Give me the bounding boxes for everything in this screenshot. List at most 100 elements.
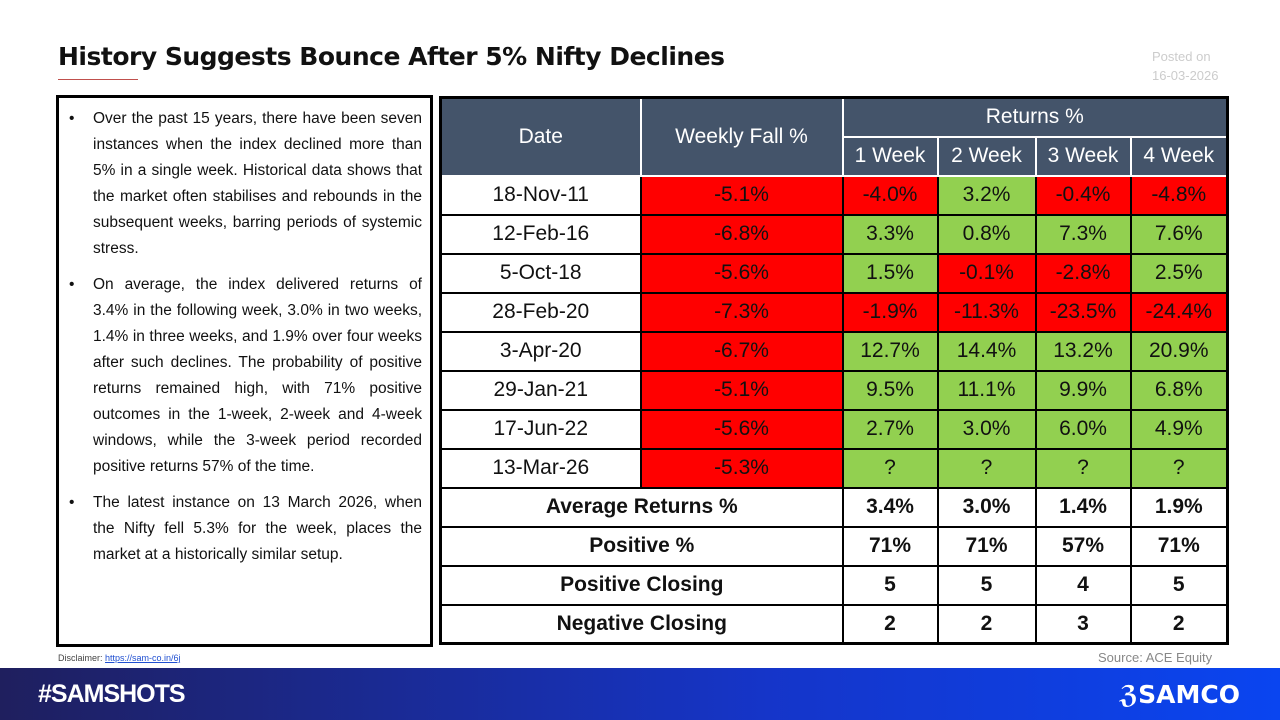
summary-row: Positive % 71% 71% 57% 71% <box>439 525 1229 567</box>
weekly-fall-cell: -5.1% <box>639 174 844 216</box>
return-cell: ? <box>1034 447 1132 489</box>
return-cell: 7.6% <box>1129 213 1229 255</box>
date-cell: 28-Feb-20 <box>439 291 642 333</box>
date-cell: 13-Mar-26 <box>439 447 642 489</box>
commentary-box: Over the past 15 years, there have been … <box>56 95 433 647</box>
summary-value: 1.4% <box>1034 486 1132 528</box>
summary-row: Average Returns % 3.4% 3.0% 1.4% 1.9% <box>439 486 1229 528</box>
summary-label: Positive Closing <box>439 564 844 606</box>
table-row: 29-Jan-21 -5.1% 9.5% 11.1% 9.9% 6.8% <box>439 369 1229 411</box>
samco-logo-icon: ℨ <box>1119 680 1139 709</box>
return-cell: 0.8% <box>936 213 1037 255</box>
bullet-point: On average, the index delivered returns … <box>67 272 422 480</box>
summary-value: 71% <box>1129 525 1229 567</box>
header-returns: Returns % <box>841 96 1229 138</box>
return-cell: -4.0% <box>841 174 939 216</box>
table-row: 28-Feb-20 -7.3% -1.9% -11.3% -23.5% -24.4% <box>439 291 1229 333</box>
hashtag: #SAMSHOTS <box>38 680 186 708</box>
header-4-week: 4 Week <box>1129 135 1229 177</box>
header-1-week: 1 Week <box>841 135 939 177</box>
header-3-week: 3 Week <box>1034 135 1132 177</box>
return-cell: -1.9% <box>841 291 939 333</box>
summary-value: 4 <box>1034 564 1132 606</box>
date-cell: 5-Oct-18 <box>439 252 642 294</box>
summary-value: 71% <box>841 525 939 567</box>
summary-label: Positive % <box>439 525 844 567</box>
weekly-fall-cell: -5.6% <box>639 408 844 450</box>
table-row: 13-Mar-26 -5.3%???? <box>439 447 1229 489</box>
return-cell: ? <box>1129 447 1229 489</box>
returns-table: Date Weekly Fall % Returns % 1 Week 2 We… <box>439 96 1229 645</box>
weekly-fall-cell: -5.1% <box>639 369 844 411</box>
samco-logo: ℨSAMCO <box>1119 680 1240 709</box>
return-cell: ? <box>841 447 939 489</box>
return-cell: -0.4% <box>1034 174 1132 216</box>
return-cell: ? <box>936 447 1037 489</box>
posted-label: Posted on <box>1152 49 1211 64</box>
page-title: History Suggests Bounce After 5% Nifty D… <box>58 42 725 71</box>
summary-value: 5 <box>1129 564 1229 606</box>
source-note: Source: ACE Equity <box>1098 650 1213 665</box>
table-row: 5-Oct-18 -5.6% 1.5% -0.1% -2.8% 2.5% <box>439 252 1229 294</box>
summary-value: 71% <box>936 525 1037 567</box>
summary-label: Negative Closing <box>439 603 844 645</box>
footer-banner: #SAMSHOTS ℨSAMCO <box>0 668 1280 720</box>
disclaimer: Disclaimer: https://sam-co.in/6j <box>58 653 181 663</box>
return-cell: 14.4% <box>936 330 1037 372</box>
date-cell: 17-Jun-22 <box>439 408 642 450</box>
summary-value: 57% <box>1034 525 1132 567</box>
return-cell: 9.5% <box>841 369 939 411</box>
return-cell: 3.3% <box>841 213 939 255</box>
return-cell: 9.9% <box>1034 369 1132 411</box>
header-weekly-fall: Weekly Fall % <box>639 96 844 177</box>
table-row: 18-Nov-11 -5.1% -4.0% 3.2% -0.4% -4.8% <box>439 174 1229 216</box>
bullet-point: The latest instance on 13 March 2026, wh… <box>67 490 422 568</box>
summary-row: Negative Closing 2 2 3 2 <box>439 603 1229 645</box>
posted-info: Posted on 16-03-2026 <box>1152 47 1219 85</box>
return-cell: 3.0% <box>936 408 1037 450</box>
disclaimer-label: Disclaimer: <box>58 653 103 663</box>
return-cell: 11.1% <box>936 369 1037 411</box>
date-cell: 12-Feb-16 <box>439 213 642 255</box>
return-cell: 3.2% <box>936 174 1037 216</box>
return-cell: -11.3% <box>936 291 1037 333</box>
summary-value: 5 <box>841 564 939 606</box>
return-cell: 12.7% <box>841 330 939 372</box>
table-row: 12-Feb-16 -6.8% 3.3% 0.8% 7.3% 7.6% <box>439 213 1229 255</box>
header-date: Date <box>439 96 642 177</box>
bullet-point: Over the past 15 years, there have been … <box>67 106 422 262</box>
return-cell: -4.8% <box>1129 174 1229 216</box>
table-row: 3-Apr-20 -6.7% 12.7% 14.4% 13.2% 20.9% <box>439 330 1229 372</box>
weekly-fall-cell: -5.3% <box>639 447 844 489</box>
return-cell: -0.1% <box>936 252 1037 294</box>
weekly-fall-cell: -5.6% <box>639 252 844 294</box>
return-cell: 6.8% <box>1129 369 1229 411</box>
return-cell: -24.4% <box>1129 291 1229 333</box>
date-cell: 29-Jan-21 <box>439 369 642 411</box>
return-cell: 2.5% <box>1129 252 1229 294</box>
summary-value: 2 <box>936 603 1037 645</box>
return-cell: -2.8% <box>1034 252 1132 294</box>
summary-value: 3.0% <box>936 486 1037 528</box>
return-cell: 13.2% <box>1034 330 1132 372</box>
weekly-fall-cell: -6.8% <box>639 213 844 255</box>
return-cell: 4.9% <box>1129 408 1229 450</box>
weekly-fall-cell: -7.3% <box>639 291 844 333</box>
date-cell: 3-Apr-20 <box>439 330 642 372</box>
return-cell: 1.5% <box>841 252 939 294</box>
title-underline <box>58 79 138 80</box>
date-cell: 18-Nov-11 <box>439 174 642 216</box>
disclaimer-link[interactable]: https://sam-co.in/6j <box>105 653 181 663</box>
weekly-fall-cell: -6.7% <box>639 330 844 372</box>
return-cell: 20.9% <box>1129 330 1229 372</box>
return-cell: 6.0% <box>1034 408 1132 450</box>
posted-date: 16-03-2026 <box>1152 68 1219 83</box>
summary-row: Positive Closing 5 5 4 5 <box>439 564 1229 606</box>
summary-value: 2 <box>841 603 939 645</box>
summary-value: 5 <box>936 564 1037 606</box>
return-cell: 7.3% <box>1034 213 1132 255</box>
summary-value: 2 <box>1129 603 1229 645</box>
summary-label: Average Returns % <box>439 486 844 528</box>
summary-value: 1.9% <box>1129 486 1229 528</box>
header-2-week: 2 Week <box>936 135 1037 177</box>
